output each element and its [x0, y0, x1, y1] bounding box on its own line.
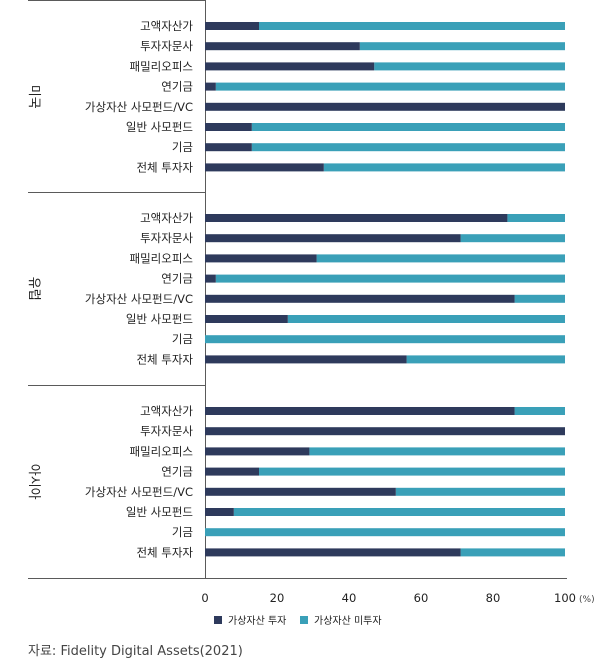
x-tick-label: 0: [201, 591, 208, 605]
bar-invested: [205, 467, 259, 476]
bar-invested: [205, 447, 310, 456]
category-label: 투자자문사: [140, 231, 193, 245]
bar-invested: [205, 427, 565, 436]
category-label: 가상자산 사모펀드/VC: [85, 100, 193, 114]
legend-label-not-invested: 가상자산 미투자: [314, 615, 382, 627]
category-label: 패밀리오피스: [130, 444, 193, 458]
bar-invested: [205, 42, 360, 51]
category-label: 일반 사모펀드: [126, 120, 193, 134]
bar-not-invested: [205, 528, 565, 537]
bar-invested: [205, 123, 252, 131]
bar-not-invested: [287, 315, 565, 323]
bar-invested: [205, 407, 515, 415]
bar-not-invested: [233, 508, 566, 516]
bar-invested: [205, 315, 288, 323]
bar-not-invested: [359, 42, 565, 51]
category-label: 전체 투자자: [136, 352, 193, 366]
category-label: 가상자산 사모펀드/VC: [85, 292, 193, 306]
source-text: Fidelity Digital Assets(2021): [60, 644, 243, 659]
x-tick-label: 60: [414, 591, 429, 605]
legend-label-invested: 가상자산 투자: [228, 615, 286, 627]
category-label: 패밀리오피스: [130, 251, 193, 265]
category-label: 전체 투자자: [136, 160, 193, 174]
category-label: 투자자문사: [140, 39, 193, 53]
category-label: 고액자산가: [140, 404, 193, 418]
bar-invested: [205, 163, 324, 172]
bar-invested: [205, 214, 508, 222]
bar-not-invested: [259, 22, 565, 30]
bar-invested: [205, 102, 565, 111]
bar-not-invested: [251, 143, 566, 152]
category-label: 기금: [172, 140, 193, 154]
bar-invested: [205, 254, 317, 263]
bar-invested: [205, 294, 515, 303]
bar-invested: [205, 143, 252, 152]
bar-not-invested: [507, 214, 565, 222]
category-label: 고액자산가: [140, 19, 193, 33]
source-note: 자료: Fidelity Digital Assets(2021): [28, 640, 243, 659]
bar-not-invested: [215, 274, 566, 283]
bar-not-invested: [309, 447, 565, 456]
category-label: 고액자산가: [140, 211, 193, 225]
legend-swatch-invested: [214, 616, 222, 624]
category-label: 기금: [172, 525, 193, 539]
category-label: 기금: [172, 332, 193, 346]
x-tick-label: 80: [486, 591, 501, 605]
x-tick-label: 40: [342, 591, 357, 605]
category-label: 가상자산 사모펀드/VC: [85, 485, 193, 499]
x-axis-unit: (%): [579, 595, 595, 605]
bar-not-invested: [374, 62, 565, 71]
source-label: 자료:: [28, 644, 57, 659]
bar-not-invested: [395, 487, 565, 496]
bar-not-invested: [251, 123, 566, 131]
bar-invested: [205, 508, 234, 516]
bar-not-invested: [205, 335, 565, 344]
category-label: 전체 투자자: [136, 545, 193, 559]
bar-invested: [205, 22, 259, 30]
bar-not-invested: [323, 163, 565, 172]
bar-not-invested: [406, 355, 565, 364]
x-tick-label: 20: [270, 591, 285, 605]
group-label: 유럽: [26, 277, 41, 301]
bar-not-invested: [514, 407, 565, 415]
category-label: 패밀리오피스: [130, 59, 193, 73]
bar-not-invested: [259, 467, 565, 476]
bar-invested: [205, 274, 216, 283]
group-label: 아시아: [26, 464, 41, 500]
category-label: 연기금: [161, 272, 193, 286]
bar-not-invested: [215, 82, 566, 91]
bar-not-invested: [460, 548, 565, 557]
category-label: 일반 사모펀드: [126, 505, 193, 519]
category-label: 투자자문사: [140, 424, 193, 438]
bar-invested: [205, 82, 216, 91]
bar-invested: [205, 487, 396, 496]
bar-not-invested: [514, 294, 565, 303]
bar-invested: [205, 62, 375, 71]
group-label: 미국: [26, 85, 41, 109]
category-label: 연기금: [161, 465, 193, 479]
bar-not-invested: [316, 254, 565, 263]
bar-invested: [205, 355, 407, 364]
category-label: 일반 사모펀드: [126, 312, 193, 326]
category-label: 연기금: [161, 80, 193, 94]
bar-not-invested: [460, 234, 565, 243]
bar-invested: [205, 548, 461, 557]
bar-invested: [205, 234, 461, 243]
legend-swatch-not-invested: [300, 616, 308, 624]
x-tick-label: 100: [554, 591, 576, 605]
